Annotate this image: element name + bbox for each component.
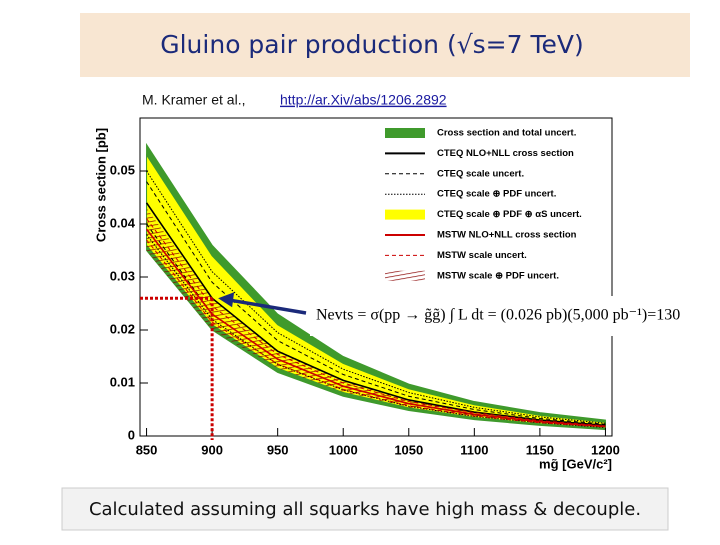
legend-label: Cross section and total uncert. xyxy=(437,128,576,139)
legend-label: MSTW NLO+NLL cross section xyxy=(437,230,577,241)
arrow-head xyxy=(218,292,235,308)
x-tick-label: 1100 xyxy=(460,442,488,457)
footer: Calculated assuming all squarks have hig… xyxy=(89,499,641,520)
y-tick-label: 0.03 xyxy=(110,268,135,283)
formula-box xyxy=(310,296,718,336)
title-box xyxy=(80,13,690,77)
citation: M. Kramer et al., xyxy=(142,92,245,108)
x-tick-label: 850 xyxy=(136,442,158,457)
legend-label: MSTW scale uncert. xyxy=(437,250,527,261)
x-tick-label: 1050 xyxy=(394,442,423,457)
legend-label: CTEQ scale ⊕ PDF ⊕ αS uncert. xyxy=(437,209,582,220)
legend-label: CTEQ scale uncert. xyxy=(437,168,524,179)
y-tick-label: 0.01 xyxy=(110,374,135,389)
x-tick-label: 950 xyxy=(267,442,289,457)
y-axis-label: Cross section [pb] xyxy=(93,128,108,242)
arrow xyxy=(223,297,307,315)
legend-label: CTEQ scale ⊕ PDF uncert. xyxy=(437,189,556,200)
legend-label: CTEQ NLO+NLL cross section xyxy=(437,148,574,159)
link[interactable]: http://ar.Xiv/abs/1206.2892 xyxy=(280,92,447,108)
x-tick-label: 1200 xyxy=(591,442,620,457)
formula: Nevts = σ(pp → g̃g̃) ∫ L dt = (0.026 pb)… xyxy=(316,307,680,325)
x-axis-label: mg̃ [GeV/c²] xyxy=(539,456,612,471)
cross-section-line xyxy=(145,228,606,428)
legend-swatch xyxy=(385,270,425,281)
uncertainty-line xyxy=(146,234,606,429)
title: Gluino pair production (√s=7 TeV) xyxy=(160,30,584,59)
x-tick-label: 1150 xyxy=(526,442,554,457)
y-tick-label: 0 xyxy=(128,427,135,442)
y-tick-label: 0.04 xyxy=(110,215,136,230)
uncertainty-line xyxy=(146,239,606,428)
y-tick-label: 0.02 xyxy=(110,321,135,336)
y-tick-label: 0.05 xyxy=(110,162,135,177)
legend-swatch xyxy=(385,209,425,220)
uncertainty-line xyxy=(146,181,606,425)
uncertainty-line xyxy=(146,218,606,427)
cross-section-line xyxy=(145,202,606,427)
uncertainty-line xyxy=(146,170,606,424)
x-tick-label: 900 xyxy=(201,442,223,457)
legend-label: MSTW scale ⊕ PDF uncert. xyxy=(437,270,559,281)
x-tick-label: 1000 xyxy=(329,442,358,457)
legend-swatch xyxy=(385,128,425,138)
footer-box xyxy=(61,487,669,531)
